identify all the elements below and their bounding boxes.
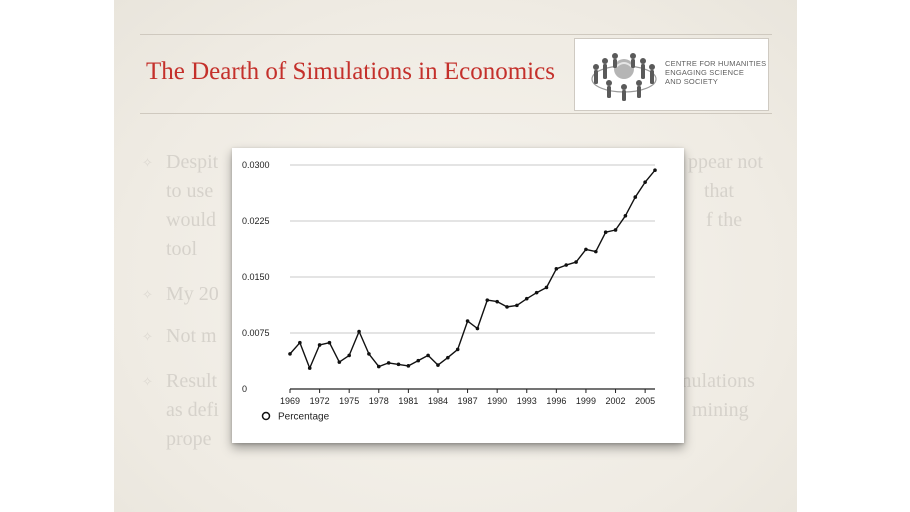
x-tick-label: 1993 (517, 396, 537, 406)
legend-label: Percentage (278, 412, 330, 423)
x-tick-label: 1975 (339, 396, 359, 406)
logo-line: CENTRE FOR HUMANITIES (665, 59, 767, 68)
data-point (515, 303, 519, 308)
legend-marker-icon (261, 411, 271, 421)
bullet-line: f the (706, 209, 743, 231)
bullet-line: My 20 (166, 283, 219, 305)
x-tick-label: 1984 (428, 396, 448, 406)
bullet-line: mulations (676, 370, 755, 392)
line-chart: 0 0.0075 0.0150 0.0225 0.0300 1969 1972 1975 19… (242, 160, 657, 423)
data-point (446, 355, 450, 360)
data-point (455, 347, 460, 352)
data-point (544, 285, 549, 290)
y-tick-label: 0.0150 (242, 272, 270, 282)
x-tick-label: 2005 (635, 396, 655, 406)
data-point (633, 195, 638, 199)
data-point (317, 343, 322, 347)
x-tick-label: 1999 (576, 396, 596, 406)
data-point (288, 352, 292, 356)
x-tick-label: 2002 (606, 396, 626, 406)
x-tick-label: 1990 (487, 396, 507, 406)
bullet-line: Not m (166, 325, 217, 347)
y-tick-label: 0.0225 (242, 216, 270, 226)
bullet-line: Result (166, 370, 218, 392)
data-point (554, 266, 559, 271)
data-point (505, 305, 509, 309)
data-point (307, 366, 312, 370)
diamond-bullet-icon: ✧ (142, 374, 153, 389)
bullet-line: mining (692, 399, 749, 421)
data-point (475, 326, 480, 331)
logo-text: CENTRE FOR HUMANITIES ENGAGING SCIENCE A… (665, 59, 767, 86)
data-point (584, 247, 588, 252)
data-point (564, 263, 569, 267)
data-point (367, 352, 371, 356)
data-point (495, 299, 499, 304)
data-point (653, 168, 657, 173)
x-tick-label: 1969 (280, 396, 300, 406)
data-point (416, 358, 421, 363)
bullet-line: to use (166, 180, 214, 202)
diamond-bullet-icon: ✧ (142, 155, 153, 170)
title-bottom-rule (140, 113, 772, 114)
series-line-percentage (289, 169, 656, 369)
data-point (603, 230, 608, 234)
slide-title: The Dearth of Simulations in Economics (146, 58, 555, 85)
bullet-line: would (166, 209, 216, 231)
data-point (337, 360, 342, 364)
data-point (574, 260, 578, 264)
data-point (613, 228, 618, 232)
logo-line: AND SOCIETY (665, 77, 719, 86)
x-tick-label: 1978 (369, 396, 389, 406)
data-point (623, 213, 628, 218)
data-point (485, 298, 490, 302)
data-point (298, 340, 302, 345)
chart-card: 0 0.0075 0.0150 0.0225 0.0300 1969 1972 1975 19… (232, 148, 684, 443)
y-tick-label: 0 (242, 384, 247, 394)
data-point (347, 353, 351, 358)
people-circle-globe-icon (591, 53, 657, 101)
data-point (327, 340, 332, 345)
x-tick-label: 1996 (546, 396, 566, 406)
diamond-bullet-icon: ✧ (142, 287, 153, 302)
data-point (436, 363, 440, 367)
bullet-line: ppear not (688, 151, 763, 173)
x-tick-label: 1987 (458, 396, 478, 406)
logo-line: ENGAGING SCIENCE (665, 68, 745, 77)
data-point (406, 364, 411, 368)
bullet-line: as defi (166, 399, 219, 421)
data-point (643, 180, 647, 184)
data-point (426, 353, 430, 358)
y-tick-label: 0.0300 (242, 160, 270, 170)
x-tick-label: 1972 (310, 396, 330, 406)
data-point (534, 290, 539, 295)
y-tick-label: 0.0075 (242, 328, 270, 338)
diamond-bullet-icon: ✧ (142, 329, 153, 344)
title-top-rule (140, 34, 772, 35)
chess-logo: CENTRE FOR HUMANITIES ENGAGING SCIENCE A… (574, 38, 769, 111)
bullet-line: Despit (166, 151, 219, 173)
bullet-line: tool (166, 238, 198, 260)
data-point (376, 364, 381, 369)
data-point (524, 296, 529, 301)
x-tick-label: 1981 (398, 396, 418, 406)
bullet-line: prope (166, 428, 212, 450)
data-point (357, 329, 361, 334)
data-point (465, 319, 470, 323)
bullet-line: that (704, 180, 734, 202)
data-point (594, 249, 598, 254)
data-point (396, 362, 401, 367)
data-point (386, 361, 391, 365)
